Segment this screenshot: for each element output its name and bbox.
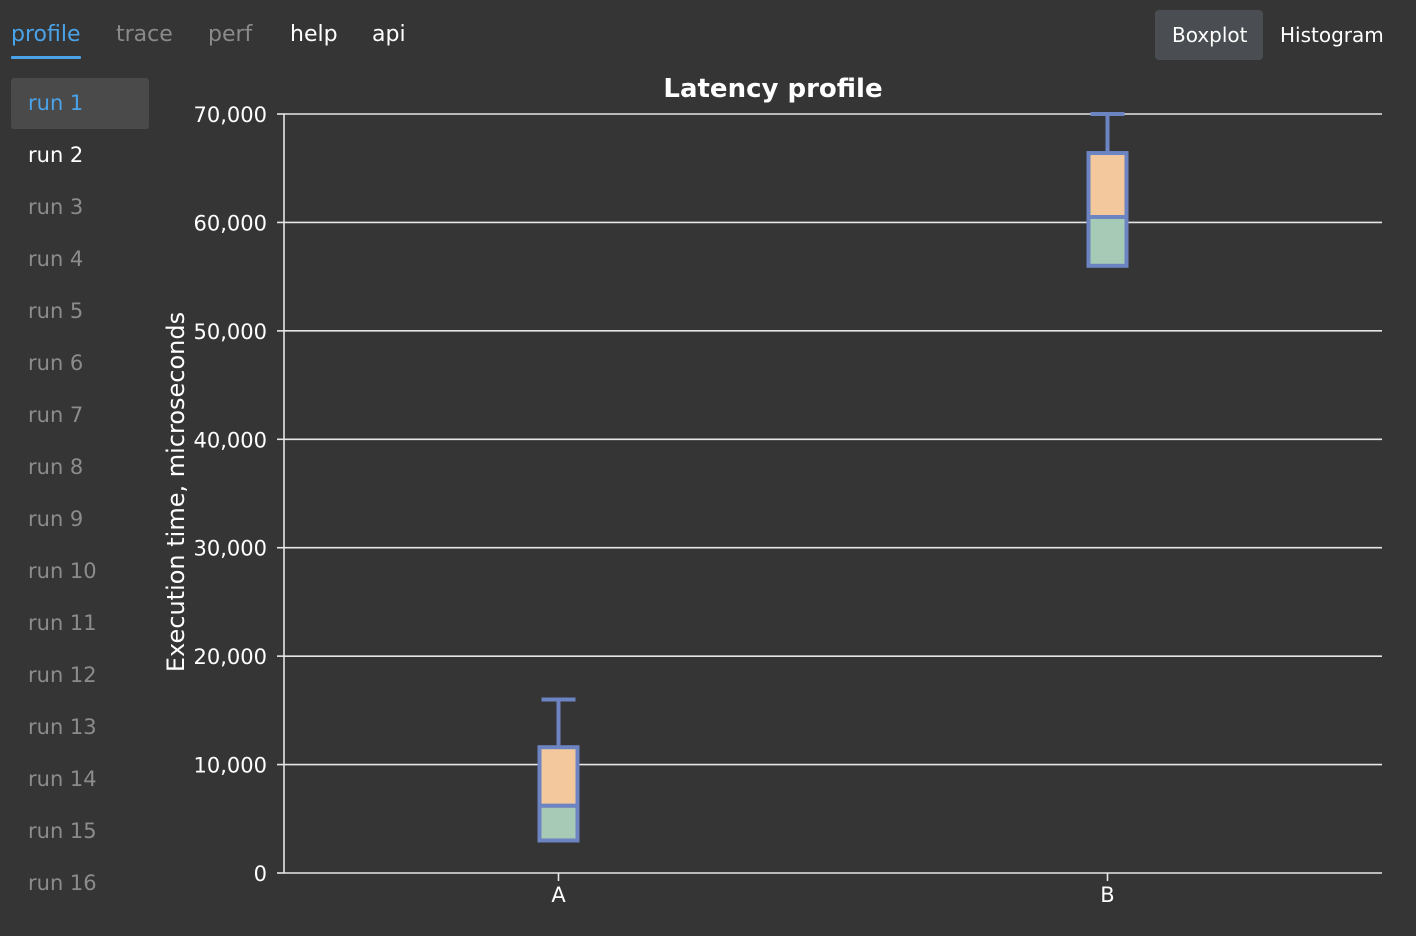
box-lower-quartile bbox=[1086, 215, 1129, 268]
y-tick-label: 0 bbox=[254, 862, 267, 886]
sidebar-item-run-13[interactable]: run 13 bbox=[28, 715, 97, 739]
sidebar-item-run-10[interactable]: run 10 bbox=[28, 559, 97, 583]
y-tick-label: 60,000 bbox=[194, 211, 267, 235]
y-tick-label: 70,000 bbox=[194, 103, 267, 127]
y-tick-label: 50,000 bbox=[194, 320, 267, 344]
sidebar-item-run-7[interactable]: run 7 bbox=[28, 403, 84, 427]
y-tick-label: 20,000 bbox=[194, 645, 267, 669]
chart-title: Latency profile bbox=[663, 74, 882, 104]
y-tick-label: 10,000 bbox=[194, 754, 267, 778]
sidebar-item-run-15[interactable]: run 15 bbox=[28, 819, 97, 843]
sidebar-item-run-8[interactable]: run 8 bbox=[28, 455, 84, 479]
box-upper-quartile bbox=[1086, 151, 1129, 220]
tab-trace[interactable]: trace bbox=[116, 22, 173, 47]
y-tick-label: 30,000 bbox=[194, 537, 267, 561]
grid-lines bbox=[283, 113, 1382, 874]
sidebar-item-run-2[interactable]: run 2 bbox=[28, 143, 84, 167]
sidebar-item-run-5[interactable]: run 5 bbox=[28, 299, 84, 323]
sidebar-item-run-6[interactable]: run 6 bbox=[28, 351, 84, 375]
y-tick-label: 40,000 bbox=[194, 428, 267, 452]
run-list-sidebar: run 1 run 2 run 3 run 4 run 5 run 6 run 7 run 8… bbox=[0, 78, 160, 936]
sidebar-item-run-1[interactable]: run 1 bbox=[11, 78, 149, 129]
y-axis-ticks: 0 10,000 20,000 30,000 40,000 50,000 60,000 70,… bbox=[194, 103, 284, 886]
box-upper-quartile bbox=[537, 745, 580, 808]
boxplot-toggle-button[interactable]: Boxplot bbox=[1155, 10, 1263, 60]
sidebar-item-run-11[interactable]: run 11 bbox=[28, 611, 97, 635]
histogram-toggle-button[interactable]: Histogram bbox=[1280, 23, 1384, 47]
sidebar-item-run-12[interactable]: run 12 bbox=[28, 663, 97, 687]
tab-api[interactable]: api bbox=[372, 22, 406, 47]
sidebar-item-run-14[interactable]: run 14 bbox=[28, 767, 97, 791]
box-A bbox=[537, 697, 580, 843]
box-lower-quartile bbox=[537, 803, 580, 843]
tab-perf[interactable]: perf bbox=[208, 22, 253, 47]
sidebar-item-run-9[interactable]: run 9 bbox=[28, 507, 84, 531]
sidebar-item-run-3[interactable]: run 3 bbox=[28, 195, 84, 219]
tab-profile[interactable]: profile bbox=[11, 20, 81, 59]
sidebar-item-run-16[interactable]: run 16 bbox=[28, 871, 97, 895]
x-tick-label: A bbox=[551, 883, 566, 907]
x-tick-label: B bbox=[1100, 883, 1114, 907]
top-navigation: profile trace perf help api Boxplot Hist… bbox=[0, 0, 1416, 70]
box-series bbox=[537, 112, 1129, 843]
y-axis-label: Execution time, microseconds bbox=[162, 312, 190, 672]
tab-help[interactable]: help bbox=[290, 22, 338, 47]
sidebar-item-run-4[interactable]: run 4 bbox=[28, 247, 84, 271]
box-B bbox=[1086, 112, 1129, 268]
